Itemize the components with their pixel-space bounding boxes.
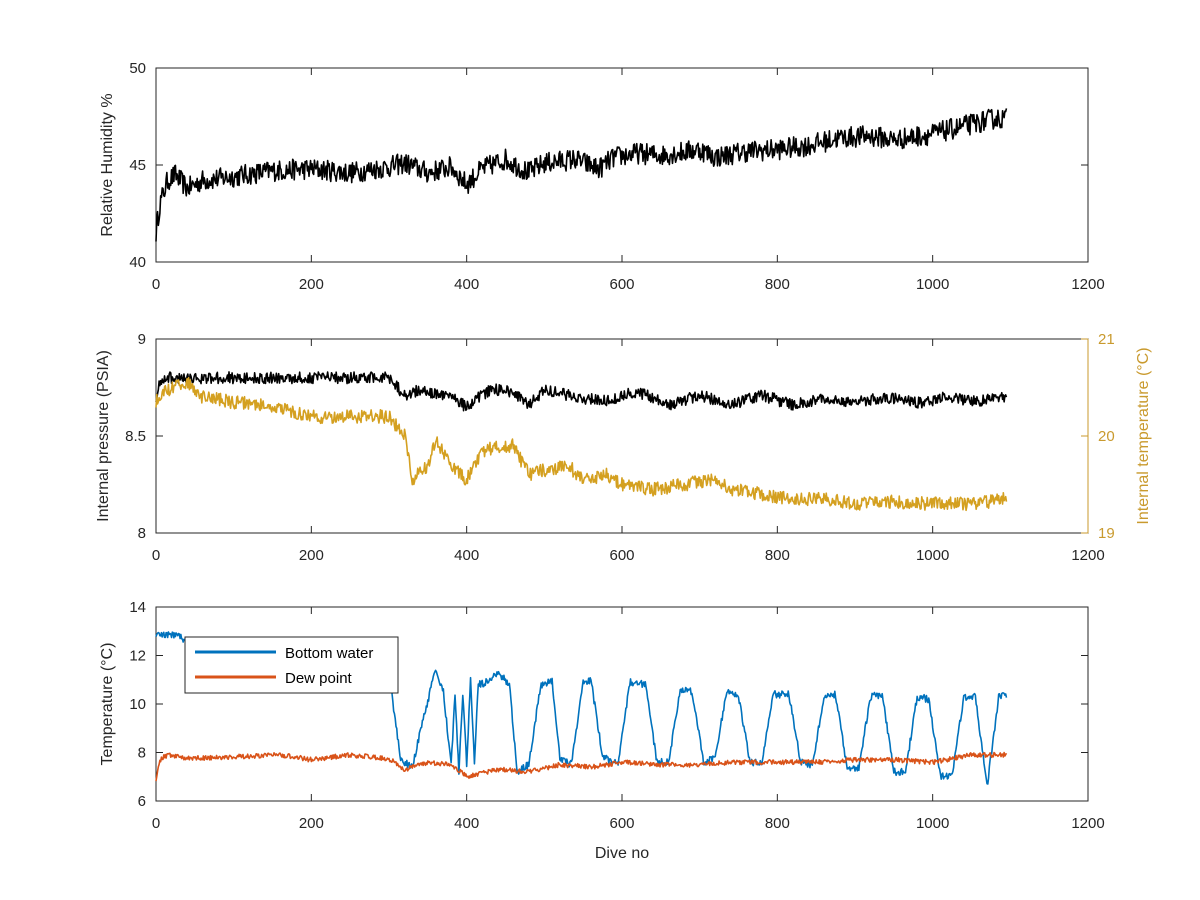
temperature-plot-area: [155, 606, 1089, 802]
pressure-temperature-panel: 0 200 400 600 800 1000 1200 8 8.5 9 19 20 21 Interna…: [95, 331, 1152, 564]
humidity-y-axis-label: Relative Humidity %: [99, 93, 116, 236]
x-tick-label: 200: [299, 547, 324, 564]
x-tick-label: 200: [299, 815, 324, 832]
internal-temperature-y-axis-label: Internal temperature (°C): [1135, 347, 1152, 524]
x-tick-label: 1200: [1071, 547, 1104, 564]
y-tick-label: 9: [138, 331, 146, 348]
x-tick-label: 0: [152, 276, 160, 293]
x-tick-label: 1200: [1071, 815, 1104, 832]
x-tick-label: 400: [454, 547, 479, 564]
x-tick-label: 600: [609, 276, 634, 293]
legend-box: [184, 636, 399, 694]
x-tick-label: 1000: [916, 815, 949, 832]
x-tick-label: 600: [609, 815, 634, 832]
y-tick-label: 14: [129, 599, 146, 616]
x-tick-label: 600: [609, 547, 634, 564]
temperature-y-axis-label: Temperature (°C): [99, 643, 116, 766]
x-tick-label: 0: [152, 547, 160, 564]
y-tick-label: 8: [138, 525, 146, 542]
x-tick-label: 1000: [916, 547, 949, 564]
humidity-panel: 0 200 400 600 800 1000 1200 40 45 50 Relative Hum…: [99, 60, 1105, 293]
x-tick-label: 800: [765, 815, 790, 832]
x-tick-label: 800: [765, 276, 790, 293]
pressure-y-axis-label: Internal pressure (PSIA): [95, 350, 112, 522]
y-tick-label: 10: [129, 696, 146, 713]
y-right-tick-label: 19: [1098, 525, 1115, 542]
x-tick-label: 1000: [916, 276, 949, 293]
legend-label-bottom-water: Bottom water: [285, 645, 373, 662]
x-tick-label: 400: [454, 815, 479, 832]
temperature-panel: 0 200 400 600 800 1000 1200 6 8 10 12 14 Temperatur…: [99, 599, 1105, 862]
y-tick-label: 8: [138, 745, 146, 762]
series-line-pressure-temperature-0: [155, 371, 1008, 412]
x-tick-label: 200: [299, 276, 324, 293]
x-tick-label: 800: [765, 547, 790, 564]
y-right-tick-label: 20: [1098, 428, 1115, 445]
y-tick-label: 6: [138, 793, 146, 810]
y-right-tick-label: 21: [1098, 331, 1115, 348]
y-tick-label: 12: [129, 648, 146, 665]
temperature-x-axis-label: Dive no: [595, 845, 649, 862]
series-line-dew-point: [155, 751, 1008, 782]
legend-label-dew-point: Dew point: [285, 670, 353, 687]
y-tick-label: 45: [129, 157, 146, 174]
y-tick-label: 40: [129, 254, 146, 271]
x-tick-label: 0: [152, 815, 160, 832]
y-tick-label: 50: [129, 60, 146, 77]
x-tick-label: 1200: [1071, 276, 1104, 293]
series-line-humidity-0: [155, 108, 1008, 242]
x-tick-label: 400: [454, 276, 479, 293]
temperature-legend: Bottom water Dew point: [184, 636, 399, 694]
series-line-pressure-temperature-1: [155, 376, 1008, 512]
y-tick-label: 8.5: [125, 428, 146, 445]
